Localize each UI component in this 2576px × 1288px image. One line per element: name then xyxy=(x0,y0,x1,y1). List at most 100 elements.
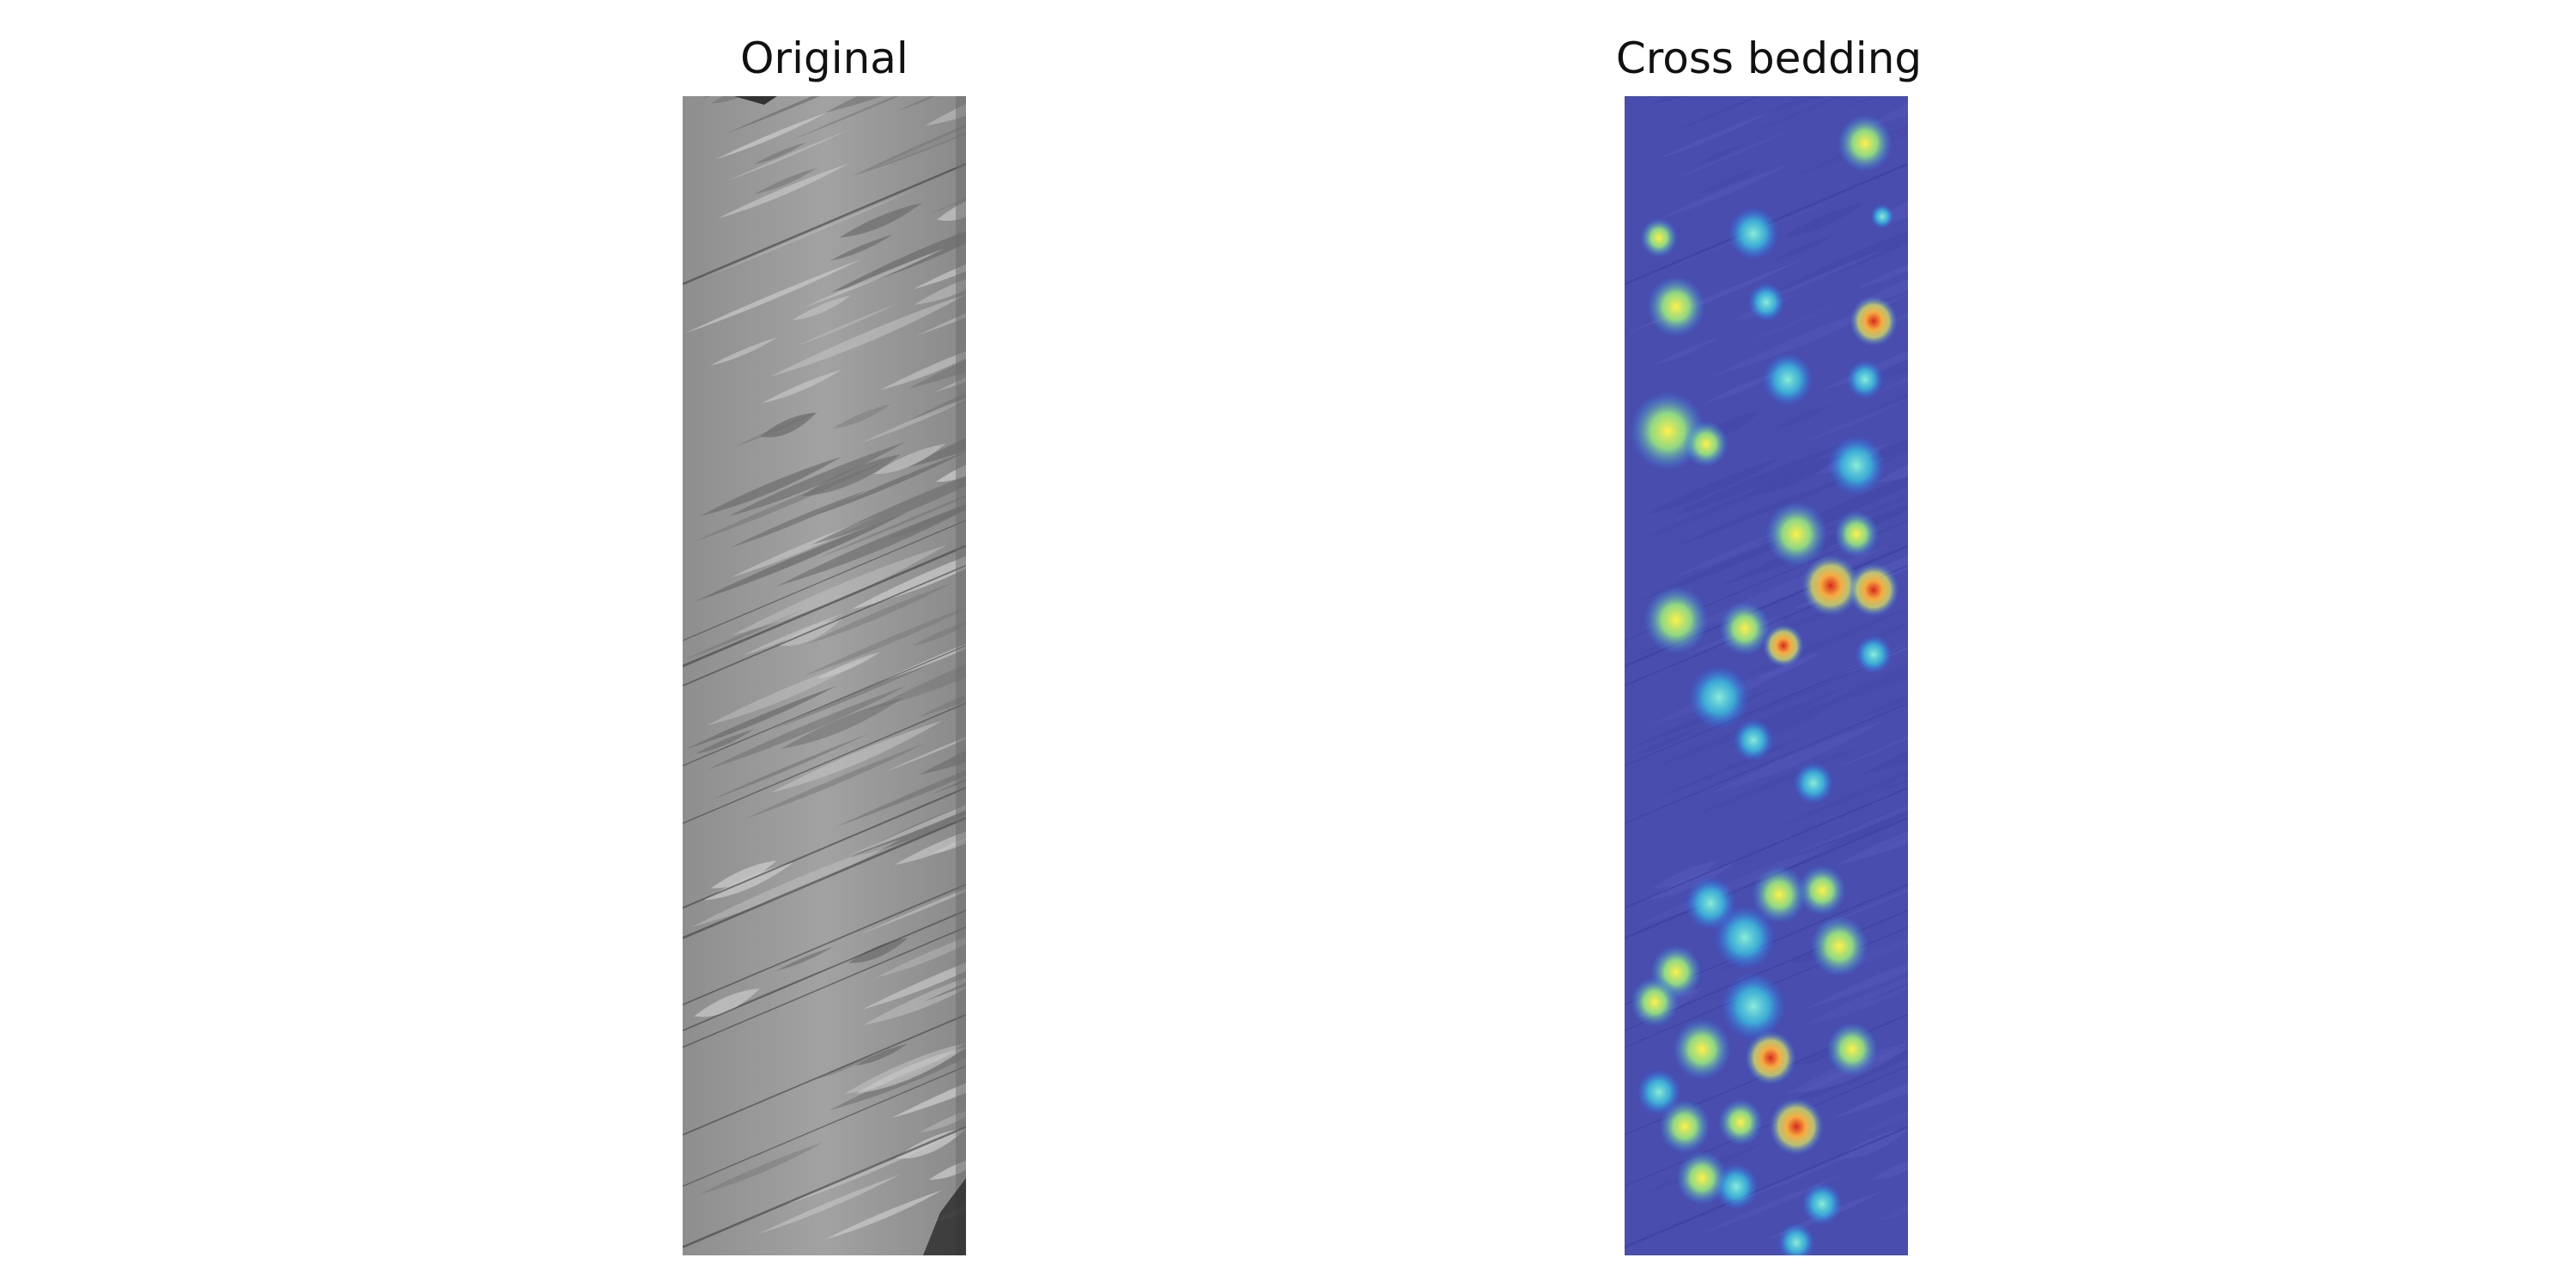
rock-streak xyxy=(839,203,922,238)
rock-streak xyxy=(753,142,807,165)
rock-streak xyxy=(758,1174,902,1235)
rock-streak xyxy=(862,962,966,1010)
rock-streak xyxy=(811,476,966,545)
heatmap-blob xyxy=(1846,359,1884,400)
rock-streak xyxy=(894,831,966,866)
rock-streak xyxy=(734,410,819,447)
rock-streak xyxy=(914,278,966,305)
original-core-image xyxy=(683,96,966,1255)
rock-streak xyxy=(683,608,806,660)
rock-streak xyxy=(873,127,966,168)
heatmap-blob xyxy=(1763,623,1804,668)
heatmap-blob xyxy=(1777,1222,1815,1255)
rock-streak xyxy=(709,733,869,801)
rock-streak xyxy=(848,805,966,857)
rock-streak xyxy=(873,443,946,475)
rock-streak xyxy=(883,737,966,773)
heatmap-blob xyxy=(1728,206,1779,261)
rock-streak xyxy=(880,350,966,391)
rock-streak xyxy=(685,685,837,750)
heatmap-blob xyxy=(1719,601,1771,656)
heatmap-blob xyxy=(1747,282,1785,323)
heatmap-blob xyxy=(1870,204,1894,229)
rock-streak xyxy=(691,839,901,927)
rock-fracture xyxy=(683,926,966,1048)
rock-fracture xyxy=(683,1126,966,1249)
cross-bedding-heatmap xyxy=(1625,96,1908,1255)
heatmap-blob xyxy=(1752,866,1807,924)
rock-streak xyxy=(771,652,957,730)
rock-streak xyxy=(816,1054,874,1079)
rock-fracture xyxy=(683,702,966,824)
rock-streak xyxy=(913,264,966,289)
rock-streak xyxy=(876,937,966,978)
heatmap-blob xyxy=(1838,114,1893,173)
rock-streak xyxy=(863,977,966,1025)
heatmap-blob xyxy=(1714,905,1776,970)
rock-fracture xyxy=(683,645,966,767)
panel-title-cross-bedding: Cross bedding xyxy=(1615,33,1923,83)
heatmap-blob xyxy=(1647,276,1705,337)
heatmap-blob xyxy=(1793,761,1834,805)
rock-streak xyxy=(919,750,966,775)
rock-streak xyxy=(831,231,966,293)
heatmap-blob xyxy=(1798,865,1846,916)
rock-streak xyxy=(702,96,711,99)
rock-fracture xyxy=(683,787,966,909)
heatmap-blob xyxy=(1810,915,1868,977)
rock-streak xyxy=(795,303,897,347)
rock-streak xyxy=(769,294,966,378)
heatmap-blob xyxy=(1848,562,1899,617)
rock-streak xyxy=(717,163,848,219)
rock-streak xyxy=(860,398,966,444)
rock-streak xyxy=(855,1043,908,1066)
rock-streak xyxy=(802,607,966,677)
heatmap-svg xyxy=(1625,96,1908,1255)
heatmap-blob xyxy=(1801,1182,1843,1226)
rock-streak xyxy=(731,544,947,636)
rock-streak xyxy=(754,167,817,194)
rock-streak xyxy=(694,988,760,1018)
rock-streak xyxy=(781,697,903,750)
heatmap-blob xyxy=(1673,1018,1731,1080)
rock-streak xyxy=(859,888,966,935)
rock-streak xyxy=(699,456,842,517)
rock-streak xyxy=(824,1189,944,1240)
rock-streak xyxy=(775,946,834,971)
rock-streak xyxy=(741,612,844,656)
rock-fracture xyxy=(683,909,966,1031)
rock-fracture xyxy=(683,544,966,668)
rock-streak xyxy=(915,313,966,337)
rock-streak xyxy=(760,412,817,438)
rock-streak xyxy=(691,460,888,543)
heatmap-blob xyxy=(1676,1151,1728,1206)
rock-streak xyxy=(693,512,908,603)
rock-streak xyxy=(850,556,966,610)
rock-fracture xyxy=(683,884,966,1005)
rock-streak xyxy=(879,643,966,683)
heatmap-blob xyxy=(1643,586,1709,654)
rock-streak xyxy=(776,504,966,586)
heatmap-blob xyxy=(1637,1068,1681,1116)
heatmap-blob xyxy=(1659,1099,1710,1154)
rock-streak xyxy=(724,96,821,135)
heatmap-blob xyxy=(1765,501,1827,567)
heatmap-blob xyxy=(1733,718,1774,762)
rock-streak xyxy=(729,490,867,549)
rock-streak xyxy=(824,96,883,113)
rock-fracture xyxy=(683,1013,966,1136)
rock-streak xyxy=(727,130,848,181)
heatmap-blob xyxy=(1762,352,1814,407)
rock-streak xyxy=(699,1142,823,1194)
heatmap-blob xyxy=(1855,634,1893,675)
rock-streak xyxy=(800,454,902,496)
rock-fracture xyxy=(683,519,966,641)
rock-streak xyxy=(695,729,754,755)
heatmap-blob xyxy=(1721,972,1786,1041)
heatmap-blob xyxy=(1769,1097,1824,1156)
rock-streak xyxy=(868,664,966,711)
rock-streak xyxy=(918,694,966,717)
rock-streak xyxy=(811,451,966,517)
rock-streak xyxy=(912,622,966,646)
heatmap-blob xyxy=(1688,665,1750,730)
